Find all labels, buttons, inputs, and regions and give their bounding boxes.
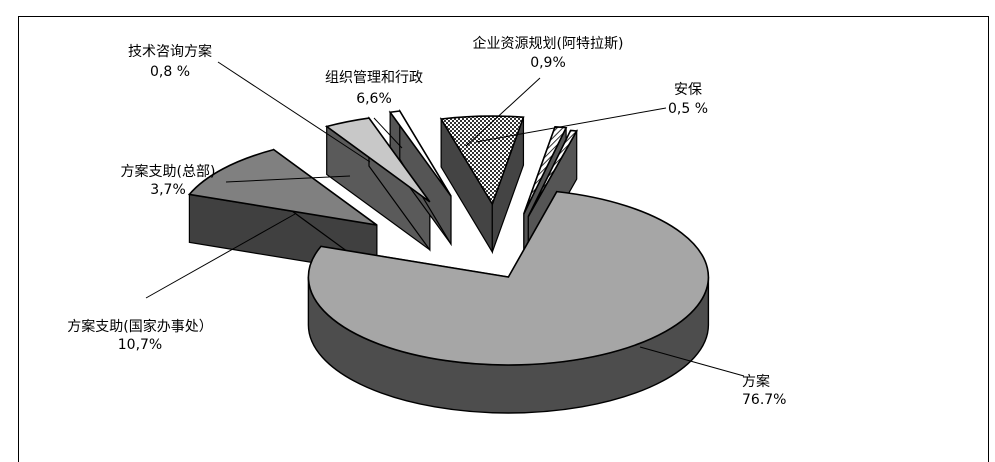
- pie-slice-1: [187, 148, 378, 226]
- slice-value-label-6: 0,5 %: [668, 101, 708, 117]
- slice-name-label-0: 方案: [742, 373, 770, 390]
- slice-value-label-0: 76.7%: [742, 392, 786, 408]
- slice-value-label-5: 0,9%: [530, 55, 566, 71]
- leader-line-3: [217, 61, 371, 163]
- slice-name-label-3: 技术咨询方案: [128, 43, 212, 60]
- leader-line-4: [373, 117, 403, 149]
- pie-tops: [187, 110, 710, 366]
- pie-slice-2: [324, 117, 431, 203]
- slice-value-label-3: 0,8 %: [150, 64, 190, 80]
- slice-name-label-6: 安保: [674, 82, 702, 98]
- leader-line-6: [475, 107, 667, 143]
- pie-slice-3: [388, 110, 452, 197]
- slice-value-label-1: 10,7%: [118, 337, 162, 353]
- slice-value-label-4: 6,6%: [356, 91, 392, 107]
- leader-line-0: [639, 346, 745, 377]
- pie-slice-4: [439, 115, 525, 206]
- leader-line-5: [465, 77, 541, 147]
- leader-lines: [145, 61, 745, 377]
- pie-slice-6: [527, 129, 579, 217]
- leader-line-1: [145, 213, 296, 299]
- pie-slice-0: [307, 190, 710, 366]
- chart-border: [18, 16, 989, 462]
- slice-name-label-5: 企业资源规划(阿特拉斯): [473, 35, 624, 52]
- slice-name-label-1: 方案支助(国家办事处）: [67, 318, 212, 335]
- slice-name-label-2: 方案支助(总部): [121, 163, 216, 180]
- leader-line-2: [225, 175, 351, 183]
- slice-labels: 方案 76.7% 方案支助(国家办事处） 10,7% 方案支助(总部) 3,7% 技术咨询方…: [67, 35, 786, 408]
- slice-name-label-4: 组织管理和行政: [325, 70, 423, 86]
- slice-value-label-2: 3,7%: [150, 182, 186, 198]
